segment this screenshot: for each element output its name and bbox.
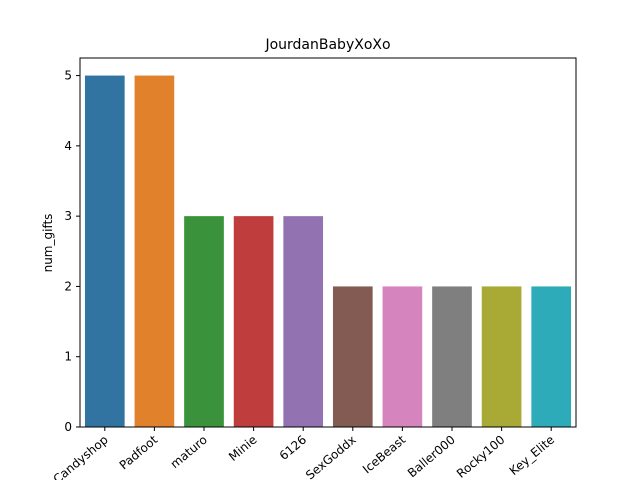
x-tick-label: maturo xyxy=(168,433,210,472)
x-tick-label: Key_Elite xyxy=(507,433,557,478)
bar-maturo xyxy=(184,216,224,427)
y-tick-label: 3 xyxy=(64,209,72,223)
bar-minie xyxy=(233,216,274,427)
y-tick-label: 0 xyxy=(64,420,72,434)
x-tick-label: Minie xyxy=(226,433,260,464)
x-tick-label: Candyshop xyxy=(51,433,111,480)
x-tick-label: SexGoddx xyxy=(303,433,359,480)
plot-frame xyxy=(79,57,577,428)
x-tick-label: Padfoot xyxy=(117,432,161,472)
y-axis-label: num_gifts xyxy=(41,214,55,273)
bar-key-elite xyxy=(531,286,572,427)
bar-sexgoddx xyxy=(332,286,373,427)
bar-baller000 xyxy=(432,286,472,427)
bars-group xyxy=(84,75,572,427)
y-tick-label: 1 xyxy=(64,350,72,364)
chart-title: JourdanBabyXoXo xyxy=(264,37,390,53)
bar-rocky100 xyxy=(481,286,522,427)
y-tick-label: 2 xyxy=(64,279,72,293)
y-tick-label: 4 xyxy=(64,139,72,153)
bar-candyshop xyxy=(84,75,125,427)
bar-padfoot xyxy=(134,75,175,427)
x-tick-label: Baller000 xyxy=(405,433,458,480)
x-tick-label: IceBeast xyxy=(360,432,409,476)
bar-6126 xyxy=(283,216,324,427)
y-tick-label: 5 xyxy=(64,69,72,83)
bar-icebeast xyxy=(382,286,423,427)
x-tick-label: Rocky100 xyxy=(454,433,508,480)
x-tick-label: 6126 xyxy=(277,433,309,463)
y-axis-ticks: 0 1 2 3 4 5 xyxy=(64,69,80,434)
